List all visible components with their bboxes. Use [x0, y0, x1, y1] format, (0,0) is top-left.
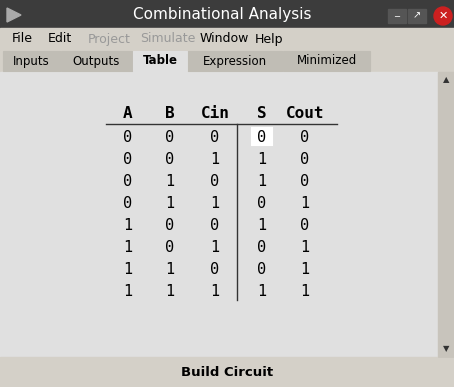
Bar: [283, 51, 370, 71]
Bar: [171, 361, 283, 383]
Text: ▼: ▼: [443, 344, 449, 353]
Bar: [0, 0, 454, 28]
Text: Outputs: Outputs: [73, 55, 120, 67]
Text: 1: 1: [257, 174, 266, 189]
Text: 0: 0: [165, 130, 174, 145]
Text: Expression: Expression: [203, 55, 267, 67]
Text: Build Circuit: Build Circuit: [181, 365, 273, 378]
Text: 1: 1: [165, 196, 174, 211]
Text: Simulate: Simulate: [140, 33, 195, 46]
Text: A: A: [123, 106, 133, 122]
Text: 1: 1: [123, 262, 133, 277]
Text: 0: 0: [211, 218, 220, 233]
Bar: [438, 72, 454, 357]
Text: 0: 0: [123, 152, 133, 167]
Bar: [438, 341, 454, 357]
Text: 0: 0: [123, 130, 133, 145]
Bar: [188, 51, 282, 71]
Text: 0: 0: [301, 130, 310, 145]
Bar: [0, 72, 438, 357]
Text: ─: ─: [395, 12, 400, 21]
Bar: [438, 72, 454, 88]
Bar: [408, 9, 426, 23]
Bar: [252, 128, 272, 145]
Text: 0: 0: [123, 196, 133, 211]
Bar: [133, 51, 187, 71]
Text: 0: 0: [211, 262, 220, 277]
Text: 1: 1: [211, 196, 220, 211]
Text: Edit: Edit: [48, 33, 72, 46]
Text: Minimized: Minimized: [296, 55, 357, 67]
Text: ✕: ✕: [438, 11, 448, 21]
Text: Help: Help: [255, 33, 283, 46]
Text: Window: Window: [200, 33, 249, 46]
Text: 0: 0: [165, 240, 174, 255]
Text: 1: 1: [165, 174, 174, 189]
Text: 1: 1: [123, 284, 133, 299]
Text: 1: 1: [301, 262, 310, 277]
Text: 1: 1: [257, 218, 266, 233]
Text: 1: 1: [257, 152, 266, 167]
Text: Inputs: Inputs: [13, 55, 50, 67]
Text: 1: 1: [165, 284, 174, 299]
Text: 0: 0: [165, 218, 174, 233]
Bar: [0, 28, 454, 50]
Text: ▲: ▲: [443, 75, 449, 84]
Text: 0: 0: [301, 218, 310, 233]
Text: 0: 0: [165, 152, 174, 167]
Text: 1: 1: [257, 284, 266, 299]
Text: 1: 1: [123, 240, 133, 255]
Text: 0: 0: [301, 174, 310, 189]
Bar: [388, 9, 406, 23]
Text: Cout: Cout: [286, 106, 324, 122]
Bar: [0, 50, 454, 72]
Text: 1: 1: [211, 152, 220, 167]
Text: 0: 0: [257, 196, 266, 211]
Text: Cin: Cin: [201, 106, 229, 122]
Text: 1: 1: [211, 284, 220, 299]
Text: Project: Project: [88, 33, 131, 46]
Text: File: File: [12, 33, 33, 46]
Text: 1: 1: [211, 240, 220, 255]
Polygon shape: [7, 8, 21, 22]
Text: Combinational Analysis: Combinational Analysis: [133, 7, 311, 22]
Bar: [0, 357, 454, 387]
Text: 1: 1: [301, 196, 310, 211]
Text: 0: 0: [257, 262, 266, 277]
Text: 0: 0: [123, 174, 133, 189]
Circle shape: [434, 7, 452, 25]
Bar: [61, 51, 132, 71]
Text: 0: 0: [211, 130, 220, 145]
Bar: [3, 51, 60, 71]
Text: 1: 1: [165, 262, 174, 277]
Text: 0: 0: [301, 152, 310, 167]
Text: 0: 0: [257, 240, 266, 255]
Text: 1: 1: [301, 284, 310, 299]
Text: Table: Table: [143, 55, 178, 67]
Text: B: B: [165, 106, 175, 122]
Text: ↗: ↗: [413, 10, 421, 20]
Text: 0: 0: [211, 174, 220, 189]
Text: 1: 1: [123, 218, 133, 233]
Text: 1: 1: [301, 240, 310, 255]
Text: 0: 0: [257, 130, 266, 145]
Text: S: S: [257, 106, 267, 122]
